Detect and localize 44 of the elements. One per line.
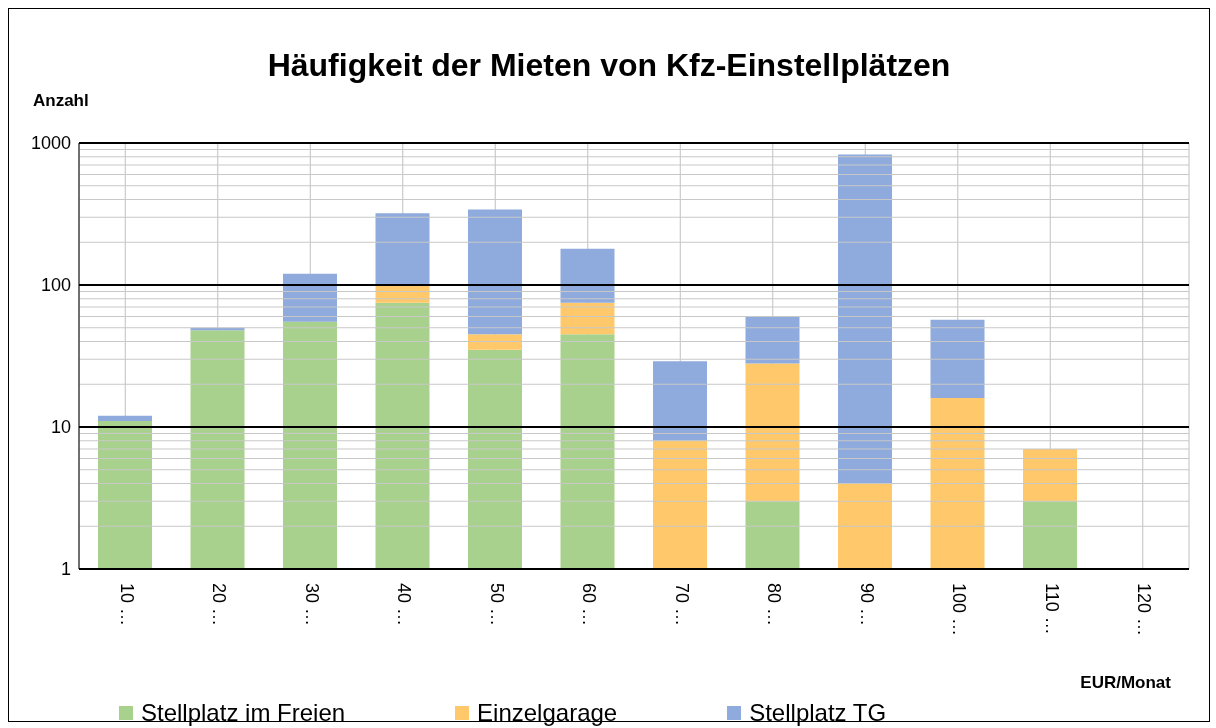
bar	[468, 209, 522, 335]
y-tick-label: 1000	[30, 133, 71, 154]
bar	[375, 302, 430, 569]
bar	[98, 421, 152, 569]
y-axis-title: Anzahl	[33, 91, 89, 111]
bar	[283, 321, 337, 569]
x-tick-label: 120 …	[1134, 583, 1154, 637]
bar	[653, 361, 707, 441]
bar	[838, 483, 892, 569]
x-tick-label: 10 …	[116, 583, 137, 627]
bar	[190, 330, 245, 569]
legend-label: Stellplatz im Freien	[141, 699, 346, 727]
bar	[930, 398, 985, 569]
bar	[1023, 501, 1077, 569]
y-tick-label: 1	[60, 559, 71, 580]
legend-label: Einzelgarage	[477, 699, 618, 727]
y-tick-label: 10	[50, 417, 71, 438]
x-axis-title: EUR/Monat	[1080, 673, 1171, 693]
x-tick-label: 70 …	[671, 583, 692, 627]
bar	[375, 213, 430, 285]
bar	[745, 316, 800, 364]
x-tick-label: 40 …	[394, 583, 414, 627]
x-tick-label: 30 …	[301, 583, 322, 627]
chart-title: Häufigkeit der Mieten von Kfz-Einstellplätzen	[266, 47, 952, 84]
x-tick-label: 60 …	[579, 583, 599, 627]
bar	[653, 440, 707, 569]
x-tick-label: 50 …	[486, 583, 507, 627]
x-tick-label: 110 …	[1041, 583, 1062, 635]
bar	[1023, 449, 1077, 502]
bar	[560, 248, 615, 303]
bar	[468, 349, 522, 569]
x-tick-label: 20 …	[209, 583, 229, 627]
bar	[98, 415, 152, 422]
bar	[560, 334, 615, 569]
x-tick-label: 90 …	[856, 583, 877, 627]
bar	[838, 154, 892, 484]
bar	[930, 319, 985, 399]
x-tick-label: 80 …	[764, 583, 784, 627]
legend-label: Stellplatz TG	[749, 699, 887, 727]
x-tick-label: 100 …	[949, 583, 969, 637]
y-tick-label: 100	[40, 275, 71, 296]
bar	[745, 501, 800, 569]
bar	[468, 334, 522, 350]
bar	[745, 363, 800, 502]
